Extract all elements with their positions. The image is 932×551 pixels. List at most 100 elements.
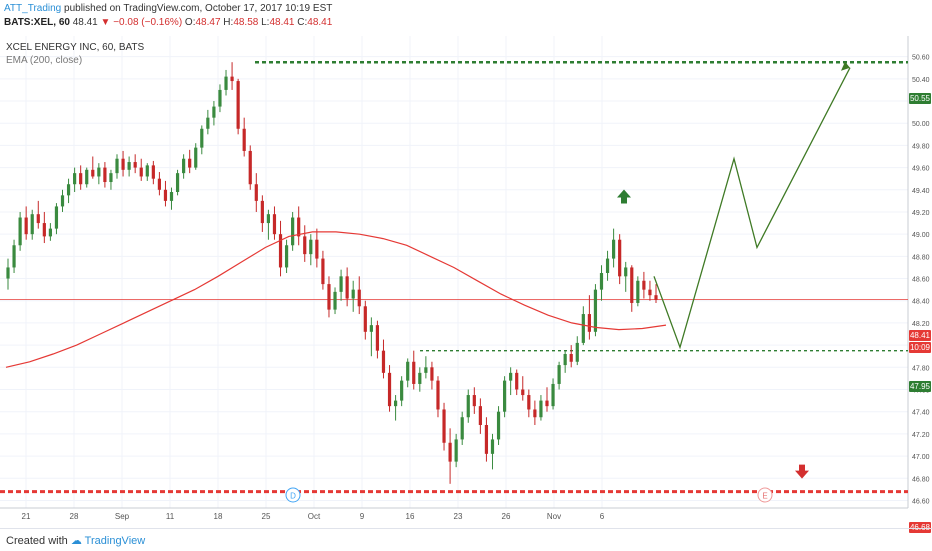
tradingview-brand[interactable]: TradingView — [84, 535, 146, 547]
price-tick-label: 47.80 — [912, 365, 930, 372]
plot-area[interactable] — [0, 36, 908, 508]
candle-body — [509, 372, 513, 381]
candle-body — [54, 206, 59, 229]
candle-body — [502, 380, 507, 412]
candle-body — [115, 158, 119, 174]
ticker-label: BATS:XEL, 60 — [4, 17, 70, 28]
candle-body — [30, 214, 34, 235]
time-tick-label: 16 — [406, 512, 415, 521]
price-tick-label: 47.00 — [912, 454, 930, 461]
candle-body — [60, 195, 65, 207]
candle-body — [188, 158, 192, 168]
candle-body — [412, 361, 416, 384]
candle-body — [278, 234, 283, 268]
time-tick-label: Sep — [115, 512, 130, 521]
footer-text: Created with ☁ TradingView — [6, 534, 145, 547]
support-price-tag: 46.68 — [909, 522, 931, 534]
time-tick-label: 18 — [214, 512, 223, 521]
candle-body — [581, 314, 585, 343]
author-link[interactable]: ATT_Trading — [4, 3, 62, 14]
candle-body — [363, 306, 367, 332]
candle-body — [496, 411, 501, 440]
high-value: 48.58 — [233, 17, 259, 28]
price-tick-label: 49.40 — [912, 188, 930, 195]
candle-body — [442, 409, 446, 443]
grid-lines — [0, 36, 908, 508]
candle-body — [599, 273, 604, 290]
candle-body — [42, 223, 46, 237]
chart-legend: XCEL ENERGY INC, 60, BATS EMA (200, clos… — [6, 41, 144, 67]
symbol-legend: XCEL ENERGY INC, 60, BATS — [6, 42, 145, 53]
candle-body — [212, 106, 216, 118]
candlestick-series — [6, 62, 658, 484]
price-chart[interactable]: 50.6050.4050.2050.0049.8049.6049.4049.20… — [0, 36, 932, 526]
candle-body — [242, 128, 246, 151]
price-tick-label: 46.80 — [912, 476, 930, 483]
high-label: H: — [220, 17, 234, 28]
candle-body — [460, 417, 464, 440]
time-axis[interactable]: 21 28 Sep 11 18 25 Oct 9 16 23 26 Nov 6 — [22, 512, 605, 521]
candle-body — [6, 267, 10, 279]
resistance-price-tag: 50.55 — [909, 92, 931, 104]
candle-body — [533, 409, 537, 418]
candle-body — [630, 267, 634, 303]
candle-body — [400, 380, 404, 401]
candle-body — [563, 353, 567, 366]
price-tick-label: 48.80 — [912, 254, 930, 261]
candle-body — [163, 189, 168, 201]
price-tick-label: 48.20 — [912, 321, 930, 328]
dividend-marker-label: D — [290, 492, 296, 501]
candle-body — [200, 128, 204, 148]
candle-body — [321, 258, 325, 285]
candle-body — [393, 400, 398, 407]
time-tick-label: 28 — [70, 512, 79, 521]
low-label: L: — [258, 17, 270, 28]
price-tick-label: 48.60 — [912, 277, 930, 284]
candle-body — [345, 276, 349, 299]
candle-body — [618, 239, 622, 277]
price-tick-label: 50.40 — [912, 77, 930, 84]
candle-body — [605, 258, 610, 273]
earnings-marker-label: E — [762, 492, 767, 501]
candle-body — [636, 280, 640, 303]
candle-body — [436, 380, 440, 410]
price-tick-label: 47.20 — [912, 432, 930, 439]
price-tick-label: 49.00 — [912, 232, 930, 239]
price-tick-label: 48.40 — [912, 299, 930, 306]
candle-body — [73, 173, 77, 185]
chart-container[interactable]: 50.6050.4050.2050.0049.8049.6049.4049.20… — [0, 36, 932, 526]
down-arrow-icon — [795, 464, 809, 479]
candle-body — [406, 361, 410, 381]
publication-line: ATT_Trading published on TradingView.com… — [4, 3, 332, 14]
candle-body — [551, 383, 555, 407]
low-value: 48.41 — [269, 17, 295, 28]
projection-path — [653, 67, 851, 350]
candle-body — [478, 406, 482, 426]
candle-body — [218, 89, 222, 107]
price-tick-label: 46.60 — [912, 498, 930, 505]
candle-body — [36, 214, 40, 224]
time-tick-label: 26 — [502, 512, 511, 521]
candle-body — [103, 167, 107, 183]
close-value: 48.41 — [307, 17, 333, 28]
candle-body — [339, 276, 343, 292]
published-text: published on TradingView.com, October 17… — [61, 3, 333, 14]
candle-body — [206, 117, 210, 129]
candle-body — [575, 342, 579, 362]
candle-body — [484, 425, 489, 454]
time-tick-label: 25 — [262, 512, 271, 521]
candle-body — [539, 400, 543, 418]
price-axis[interactable]: 50.6050.4050.2050.0049.8049.6049.4049.20… — [912, 55, 930, 506]
indicator-legend: EMA (200, close) — [6, 55, 83, 66]
candle-body — [230, 76, 234, 82]
candle-body — [593, 289, 598, 332]
created-with-label: Created with — [6, 535, 71, 547]
candle-body — [648, 289, 652, 296]
candle-body — [85, 169, 89, 185]
candle-body — [66, 184, 71, 196]
candle-body — [515, 372, 519, 390]
projection-arrowhead — [841, 61, 850, 71]
candle-body — [327, 284, 331, 310]
tradingview-logo-icon[interactable]: ☁ — [70, 535, 85, 547]
